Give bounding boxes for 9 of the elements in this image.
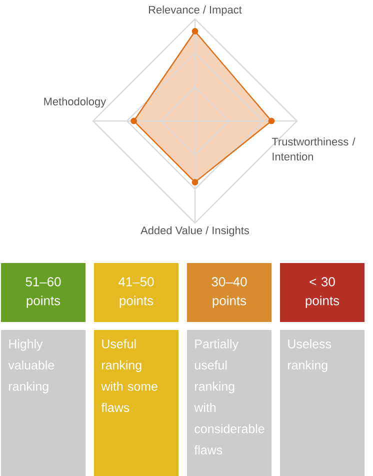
category-label: < 30 points	[306, 277, 340, 308]
category-label: 41–50 points	[118, 277, 154, 308]
text: Useful ranking with some flaws	[101, 339, 158, 412]
spoke-label: Trustworthiness / Intention	[272, 137, 356, 160]
category-label: 30–40 points	[212, 277, 247, 308]
spoke-label: Methodology	[44, 97, 106, 108]
spoke-label: Relevance / Impact	[149, 6, 242, 16]
category-label: 51–60 points	[26, 277, 61, 308]
spoke-label: Added Value / Insights	[140, 226, 250, 236]
